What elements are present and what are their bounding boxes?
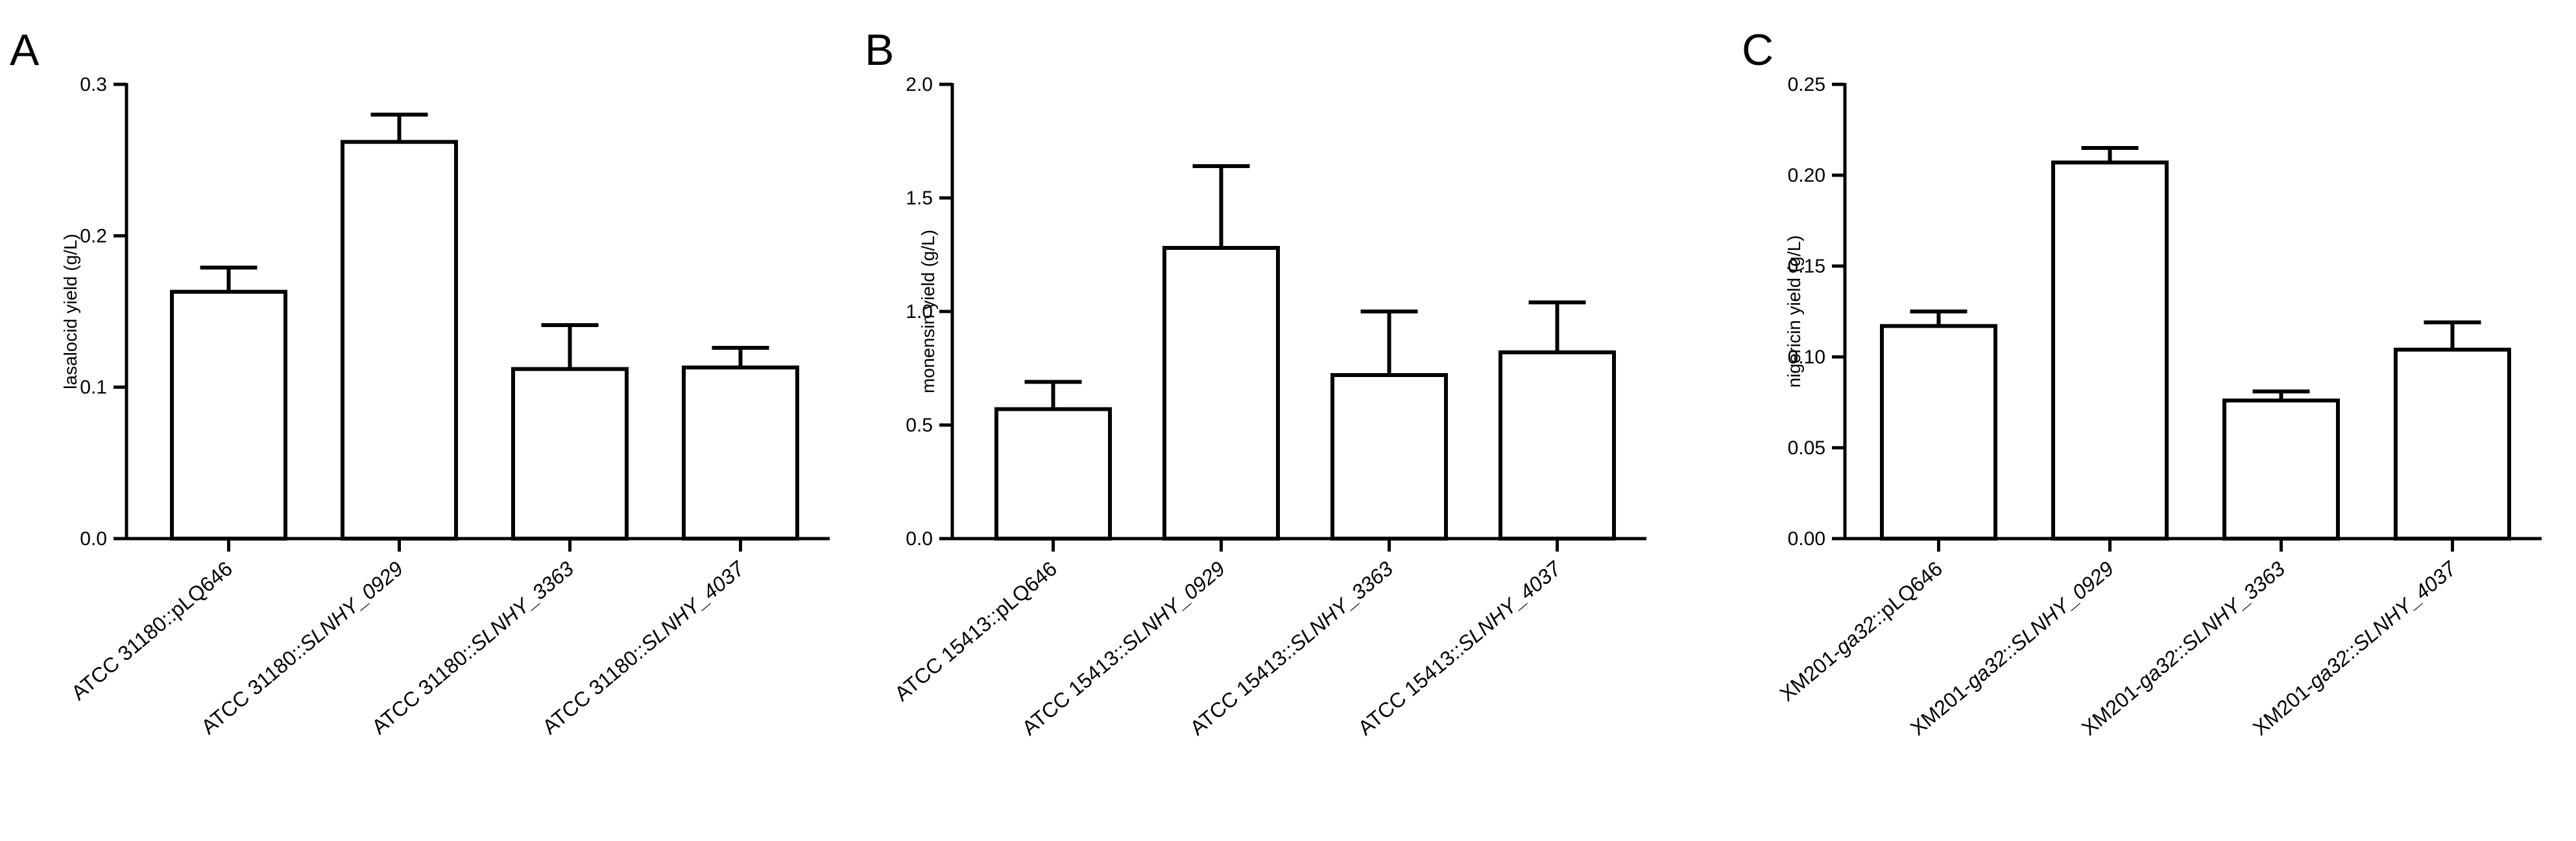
bar <box>2394 347 2511 541</box>
label-name: SLNHY_0929 <box>1117 557 1229 656</box>
bar <box>170 289 287 541</box>
panel-letter: B <box>865 25 894 75</box>
label-name: SLNHY_4037 <box>636 556 749 656</box>
y-tick-label: 0.0 <box>906 528 933 550</box>
y-tick-label: 0.00 <box>1788 528 1825 550</box>
bar <box>1880 324 1997 541</box>
y-tick-label: 0.25 <box>1788 74 1825 95</box>
label-prefix: ATCC 31180:: <box>67 604 180 705</box>
bar <box>511 367 629 541</box>
x-category-label: ATCC 15413::pLQ646 <box>890 557 1061 706</box>
y-tick-label: 0.5 <box>906 415 933 436</box>
y-tick-label: 1.5 <box>906 188 933 209</box>
x-category-label: ATCC 31180::SLNHY_4037 <box>538 556 749 738</box>
x-category-label: XM201-ga32::SLNHY_0929 <box>1906 557 2118 740</box>
y-axis-label: lasalocid yield (g/L) <box>60 234 80 389</box>
panel-c: C 0.00 0.05 0.10 0.15 0.20 0.25 nigericin yield… <box>1742 25 2542 740</box>
label-prefix: XM201- <box>2248 676 2319 740</box>
panel-letter: C <box>1742 25 1774 75</box>
y-axis-label: nigericin yield (g/L) <box>1784 236 1804 388</box>
label-name: SLNHY_0929 <box>2006 557 2118 656</box>
bar <box>994 407 1112 541</box>
label-name: pLQ646 <box>1875 557 1947 622</box>
panel-letter: A <box>10 25 40 75</box>
bar <box>2051 160 2169 541</box>
label-prefix: XM201- <box>1776 641 1846 706</box>
label-prefix: ATCC 31180:: <box>538 639 651 739</box>
y-tick-label: 0.15 <box>1788 256 1825 277</box>
label-prefix: ATCC 31180:: <box>197 639 310 739</box>
y-tick-label: 1.0 <box>906 301 933 323</box>
x-category-label: ATCC 31180::SLNHY_0929 <box>197 557 407 739</box>
label-prefix: XM201- <box>1906 676 1977 740</box>
label-name: SLNHY_3363 <box>466 557 578 656</box>
y-tick-label: 0.3 <box>80 74 107 95</box>
label-name: SLNHY_0929 <box>295 557 407 656</box>
y-tick-label: 0.0 <box>80 528 107 550</box>
bar <box>341 140 458 541</box>
label-name: pLQ646 <box>165 557 237 622</box>
bar <box>1162 246 1280 541</box>
y-tick-label: 0.2 <box>80 225 107 247</box>
bar <box>1499 350 1616 541</box>
label-prefix: ATCC 15413:: <box>1353 639 1468 740</box>
y-tick-label: 0.1 <box>80 377 107 398</box>
label-prefix: ATCC 31180:: <box>367 639 481 739</box>
y-tick-label: 0.05 <box>1788 437 1825 459</box>
label-name: SLNHY_3363 <box>1285 557 1397 656</box>
label-name: SLNHY_4037 <box>2348 556 2461 656</box>
panel-a: A 0.0 0.1 0.2 0.3 lasalocid yield (g/L) ATCC 3… <box>10 25 830 738</box>
panel-b: B 0.0 0.5 1.0 1.5 2.0 monensin yield (g/L) ATCC… <box>865 25 1646 740</box>
label-prefix: XM201- <box>2077 676 2148 740</box>
label-name: SLNHY_4037 <box>1453 556 1566 656</box>
y-tick-label: 2.0 <box>906 74 933 95</box>
y-tick-label: 0.10 <box>1788 347 1825 368</box>
label-name: SLNHY_3363 <box>2177 557 2289 656</box>
bar <box>2222 398 2340 541</box>
y-axis-label: monensin yield (g/L) <box>918 230 938 393</box>
bar <box>682 365 799 541</box>
label-prefix: ATCC 15413:: <box>890 604 1005 705</box>
label-prefix: ATCC 15413:: <box>1185 639 1300 740</box>
x-category-label: XM201-ga32::SLNHY_3363 <box>2077 557 2289 740</box>
x-category-label: ATCC 31180::pLQ646 <box>67 557 237 705</box>
x-category-label: XM201-ga32::pLQ646 <box>1776 557 1947 706</box>
x-category-label: XM201-ga32::SLNHY_4037 <box>2248 556 2461 740</box>
x-category-label: ATCC 31180::SLNHY_3363 <box>367 557 578 739</box>
label-prefix: ATCC 15413:: <box>1017 639 1132 740</box>
bar <box>1330 373 1448 541</box>
y-tick-label: 0.20 <box>1788 165 1825 186</box>
label-name: pLQ646 <box>990 557 1061 622</box>
